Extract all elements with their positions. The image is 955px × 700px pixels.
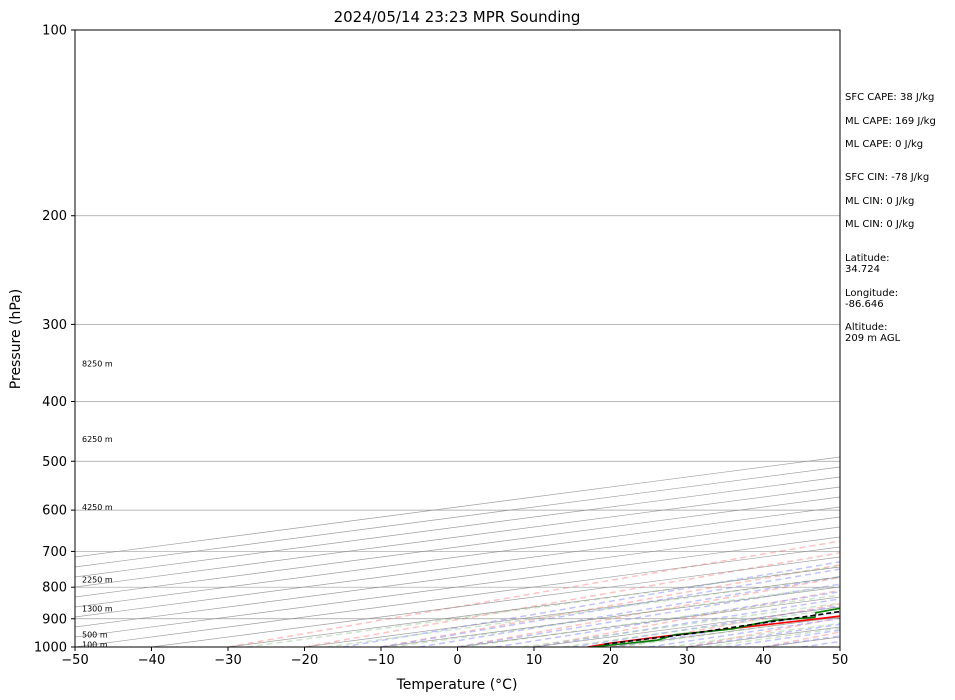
dry-adiabat-line [457,576,840,647]
x-tick-label: −30 [214,653,241,668]
y-tick-label: 600 [42,504,67,519]
ml-cin-text-2: ML CIN: 0 J/kg [845,219,915,230]
isotherm-line [75,486,840,588]
longitude-label: Longitude: [845,288,899,299]
x-tick-label: 20 [602,653,619,668]
height-label: 6250 m [82,435,113,444]
ml-cape-text: ML CAPE: 169 J/kg [845,116,936,127]
moist-adiabat-line [533,598,840,647]
y-axis-label: Pressure (hPa) [8,289,24,389]
latitude-label: Latitude: [845,253,890,264]
dry-adiabat-line [227,540,840,647]
isotherm-line [75,516,840,618]
isotherm-line [75,526,840,628]
longitude-value: -86.646 [845,299,884,310]
height-label: 8250 m [82,359,113,368]
profile-lines [587,607,840,647]
x-tick-label: −40 [138,653,165,668]
altitude-label: Altitude: [845,322,888,333]
moist-adiabat-line [419,575,840,647]
mixing-ratio-line [563,607,840,647]
x-axis-label: Temperature (°C) [396,677,518,693]
x-tick-label: −10 [367,653,394,668]
isotherm-line [75,496,840,598]
mixing-ratio-line [705,627,840,647]
ml-cape-text-2: ML CAPE: 0 J/kg [845,139,924,150]
latitude-value: 34.724 [845,264,880,275]
x-tick-label: 50 [832,653,849,668]
isotherm-line [75,456,840,558]
x-axis-ticks: −50 −40 −30 −20 −10 0 10 20 30 40 50 [61,647,848,668]
sfc-cape-text: SFC CAPE: 38 J/kg [845,92,935,103]
y-axis-ticks: 100 200 300 400 500 600 700 800 900 1000 [34,24,75,656]
dry-adiabat-line [380,564,840,647]
height-label: 1300 m [82,604,113,613]
altitude-value: 209 m AGL [845,333,901,344]
y-tick-label: 700 [42,545,67,560]
dewpoint-profile-line [591,607,840,647]
ml-cin-text: ML CIN: 0 J/kg [845,196,915,207]
x-tick-label: 0 [453,653,461,668]
isotherm-line [75,466,840,568]
height-label: 500 m [82,631,108,640]
y-tick-label: 100 [42,24,67,39]
x-tick-label: −50 [61,653,88,668]
isotherm-line [75,536,840,638]
y-tick-label: 500 [42,455,67,470]
mixing-ratio-line [669,622,840,647]
moist-adiabat-line [495,590,840,647]
x-tick-label: 10 [526,653,543,668]
isotherm-line [75,476,840,578]
x-tick-label: 40 [755,653,772,668]
x-tick-label: −20 [291,653,318,668]
y-tick-label: 900 [42,612,67,627]
chart-title: 2024/05/14 23:23 MPR Sounding [334,8,581,26]
mixing-ratio-line [522,602,840,647]
y-tick-label: 400 [42,395,67,410]
y-tick-label: 1000 [34,641,67,656]
y-tick-label: 200 [42,209,67,224]
isotherm-line [75,506,840,608]
height-label: 100 m [82,640,108,649]
height-label: 4250 m [82,503,113,512]
y-tick-label: 300 [42,318,67,333]
y-tick-label: 800 [42,581,67,596]
x-tick-label: 30 [679,653,696,668]
grid-lines [75,30,840,647]
sfc-cin-text: SFC CIN: -78 J/kg [845,172,930,183]
height-label: 2250 m [82,575,113,584]
